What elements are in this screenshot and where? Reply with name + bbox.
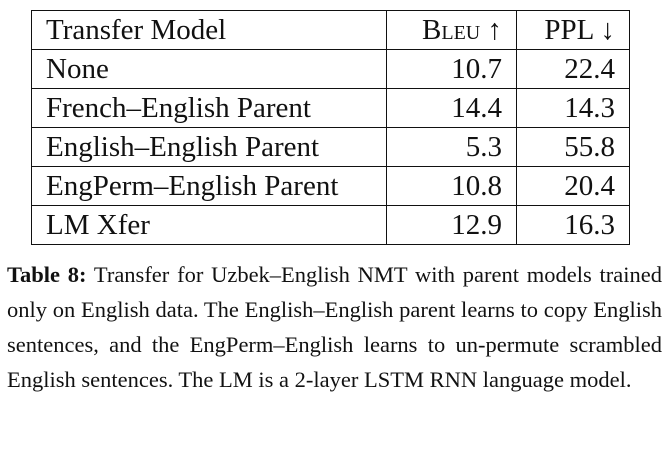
header-transfer-model: Transfer Model <box>31 10 387 50</box>
cell-model: None <box>31 49 387 89</box>
cell-model: French–English Parent <box>31 88 387 128</box>
table-row: English–English Parent 5.3 55.8 <box>31 127 630 167</box>
cell-ppl: 16.3 <box>516 205 630 245</box>
header-ppl: PPL ↓ <box>516 10 630 50</box>
cell-model: EngPerm–English Parent <box>31 166 387 206</box>
cell-bleu: 14.4 <box>386 88 517 128</box>
cell-ppl: 55.8 <box>516 127 630 167</box>
table-caption: Table 8: Transfer for Uzbek–English NMT … <box>7 257 662 397</box>
cell-bleu: 10.7 <box>386 49 517 89</box>
results-table: Transfer Model Bleu ↑ PPL ↓ None 10.7 22… <box>31 10 630 245</box>
caption-label: Table 8: <box>7 262 87 287</box>
cell-ppl: 22.4 <box>516 49 630 89</box>
table-row: EngPerm–English Parent 10.8 20.4 <box>31 166 630 206</box>
caption-text: Transfer for Uzbek–English NMT with pare… <box>7 262 663 392</box>
table-header-row: Transfer Model Bleu ↑ PPL ↓ <box>31 10 630 50</box>
header-bleu: Bleu ↑ <box>386 10 517 50</box>
cell-model: English–English Parent <box>31 127 387 167</box>
cell-ppl: 20.4 <box>516 166 630 206</box>
cell-ppl: 14.3 <box>516 88 630 128</box>
cell-bleu: 10.8 <box>386 166 517 206</box>
cell-bleu: 5.3 <box>386 127 517 167</box>
table-row: None 10.7 22.4 <box>31 49 630 89</box>
results-table-container: Transfer Model Bleu ↑ PPL ↓ None 10.7 22… <box>31 10 630 245</box>
table-row: French–English Parent 14.4 14.3 <box>31 88 630 128</box>
cell-model: LM Xfer <box>31 205 387 245</box>
table-row: LM Xfer 12.9 16.3 <box>31 205 630 245</box>
cell-bleu: 12.9 <box>386 205 517 245</box>
